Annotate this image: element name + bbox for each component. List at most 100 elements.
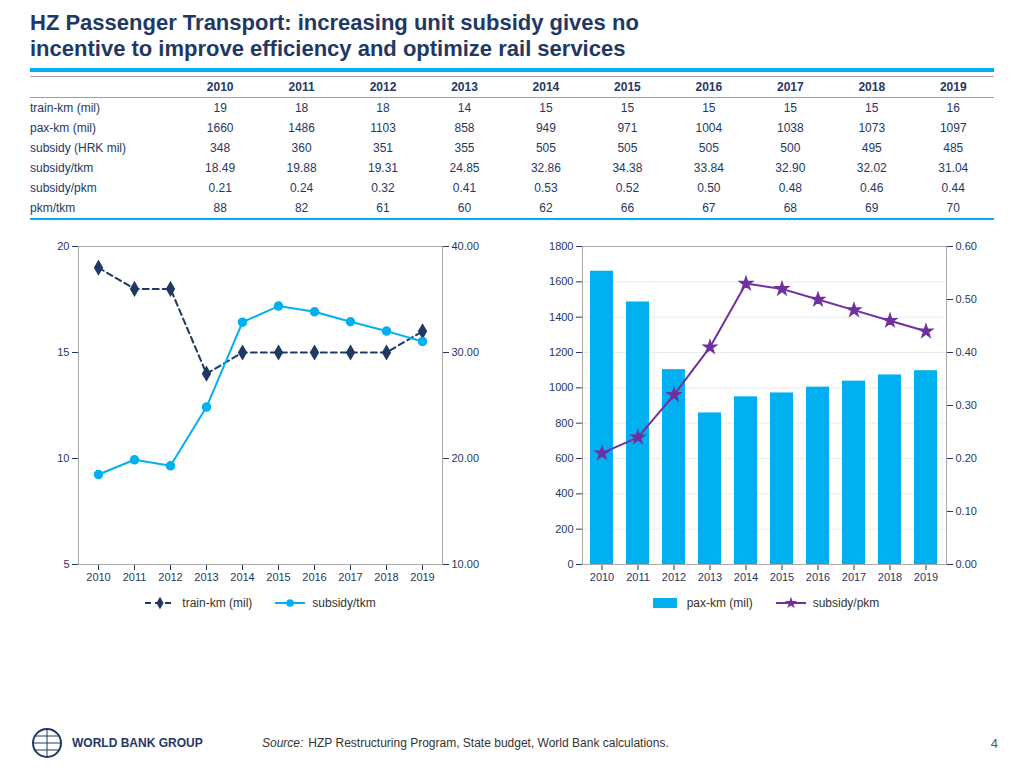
svg-text:0.40: 0.40 xyxy=(956,346,977,358)
svg-text:2017: 2017 xyxy=(842,571,866,583)
svg-text:1000: 1000 xyxy=(549,381,573,393)
html-text:949: 949 xyxy=(535,121,556,135)
svg-text:2016: 2016 xyxy=(806,571,830,583)
html-text:2016: 2016 xyxy=(695,80,723,94)
svg-text:2019: 2019 xyxy=(914,571,938,583)
svg-text:0.30: 0.30 xyxy=(956,399,977,411)
svg-text:1800: 1800 xyxy=(549,240,573,252)
svg-text:0.20: 0.20 xyxy=(956,452,977,464)
html-text:1073: 1073 xyxy=(858,121,886,135)
svg-text:600: 600 xyxy=(555,452,573,464)
html-text:505: 505 xyxy=(617,141,638,155)
html-text:500: 500 xyxy=(780,141,801,155)
svg-text:0: 0 xyxy=(567,558,573,570)
html-text:505: 505 xyxy=(535,141,556,155)
svg-text:20.00: 20.00 xyxy=(452,452,480,464)
html-text:2019: 2019 xyxy=(939,80,967,94)
html-text:HZ Passenger Transport: increa: HZ Passenger Transport: increasing unit … xyxy=(30,10,639,35)
svg-text:2018: 2018 xyxy=(374,571,398,583)
svg-text:2014: 2014 xyxy=(230,571,254,583)
html-text:32.90: 32.90 xyxy=(775,161,806,175)
html-text:16: 16 xyxy=(946,101,960,115)
html-text:18: 18 xyxy=(294,101,309,115)
svg-text:10.00: 10.00 xyxy=(452,558,480,570)
html-text:2014: 2014 xyxy=(532,80,560,94)
html-text:355: 355 xyxy=(454,141,475,155)
svg-text:2018: 2018 xyxy=(878,571,902,583)
svg-text:2019: 2019 xyxy=(410,571,434,583)
html-text:351: 351 xyxy=(373,141,393,155)
svg-text:15: 15 xyxy=(57,346,69,358)
svg-text:1200: 1200 xyxy=(549,346,573,358)
html-text:19.31: 19.31 xyxy=(368,161,398,175)
html-text:2018: 2018 xyxy=(858,80,886,94)
svg-text:0.00: 0.00 xyxy=(956,558,977,570)
html-text:subsidy/tkm: subsidy/tkm xyxy=(30,161,94,175)
html-text:1660: 1660 xyxy=(206,121,234,135)
html-text:1038: 1038 xyxy=(777,121,804,135)
html-text:subsidy (HRK mil): subsidy (HRK mil) xyxy=(30,141,126,155)
svg-text:2010: 2010 xyxy=(590,571,614,583)
html-text:1097: 1097 xyxy=(939,121,967,135)
html-text:15: 15 xyxy=(702,101,716,115)
html-text:32.86: 32.86 xyxy=(530,161,561,175)
svg-text:2014: 2014 xyxy=(734,571,758,583)
svg-text:400: 400 xyxy=(555,487,573,499)
html-text:1486: 1486 xyxy=(288,121,315,135)
svg-text:2012: 2012 xyxy=(158,571,182,583)
svg-text:2015: 2015 xyxy=(770,571,794,583)
html-text:15: 15 xyxy=(865,101,879,115)
svg-text:30.00: 30.00 xyxy=(452,346,480,358)
html-text:19: 19 xyxy=(213,101,227,115)
svg-text:2011: 2011 xyxy=(626,571,650,583)
html-text:348: 348 xyxy=(210,141,231,155)
html-text:15: 15 xyxy=(620,101,635,115)
html-text:15: 15 xyxy=(783,101,797,115)
html-text:pax-km (mil): pax-km (mil) xyxy=(30,121,96,135)
html-text:2010: 2010 xyxy=(206,80,234,94)
html-text:2017: 2017 xyxy=(777,80,804,94)
svg-text:10: 10 xyxy=(57,452,69,464)
html-text:33.84: 33.84 xyxy=(693,161,724,175)
html-text:24.85: 24.85 xyxy=(449,161,480,175)
svg-text:2016: 2016 xyxy=(302,571,326,583)
html-text:incentive to improve efficienc: incentive to improve efficiency and opti… xyxy=(30,36,626,61)
svg-text:800: 800 xyxy=(555,417,573,429)
html-text:360: 360 xyxy=(291,141,312,155)
svg-text:0.10: 0.10 xyxy=(956,505,977,517)
svg-text:2013: 2013 xyxy=(698,571,722,583)
svg-text:2017: 2017 xyxy=(338,571,362,583)
html-text:505: 505 xyxy=(698,141,719,155)
svg-text:2015: 2015 xyxy=(266,571,290,583)
html-text:14: 14 xyxy=(457,101,472,115)
html-text:34.38: 34.38 xyxy=(612,161,643,175)
svg-text:0.50: 0.50 xyxy=(956,293,977,305)
html-text:32.02: 32.02 xyxy=(856,161,887,175)
svg-text:2013: 2013 xyxy=(194,571,218,583)
html-text:train-km (mil): train-km (mil) xyxy=(30,101,100,115)
html-text:495: 495 xyxy=(861,141,882,155)
html-text:1004: 1004 xyxy=(695,121,723,135)
html-text:2013: 2013 xyxy=(451,80,478,94)
html-text:485: 485 xyxy=(943,141,964,155)
html-text:15: 15 xyxy=(539,101,553,115)
svg-text:1600: 1600 xyxy=(549,275,573,287)
svg-text:1400: 1400 xyxy=(549,311,573,323)
html-text:18.49: 18.49 xyxy=(205,161,236,175)
html-text:971: 971 xyxy=(617,121,638,135)
html-text:19.88: 19.88 xyxy=(286,161,317,175)
svg-text:0.60: 0.60 xyxy=(956,240,977,252)
svg-text:2011: 2011 xyxy=(123,571,147,583)
svg-text:200: 200 xyxy=(555,523,573,535)
svg-text:20: 20 xyxy=(57,240,69,252)
svg-text:5: 5 xyxy=(63,558,69,570)
html-text:858: 858 xyxy=(454,121,475,135)
svg-text:2012: 2012 xyxy=(662,571,686,583)
html-text:1103: 1103 xyxy=(370,121,396,135)
html-text:2015: 2015 xyxy=(614,80,641,94)
svg-text:40.00: 40.00 xyxy=(452,240,480,252)
html-text:2011: 2011 xyxy=(288,80,315,94)
html-text:2012: 2012 xyxy=(369,80,397,94)
html-text:18: 18 xyxy=(376,101,390,115)
svg-text:2010: 2010 xyxy=(86,571,110,583)
